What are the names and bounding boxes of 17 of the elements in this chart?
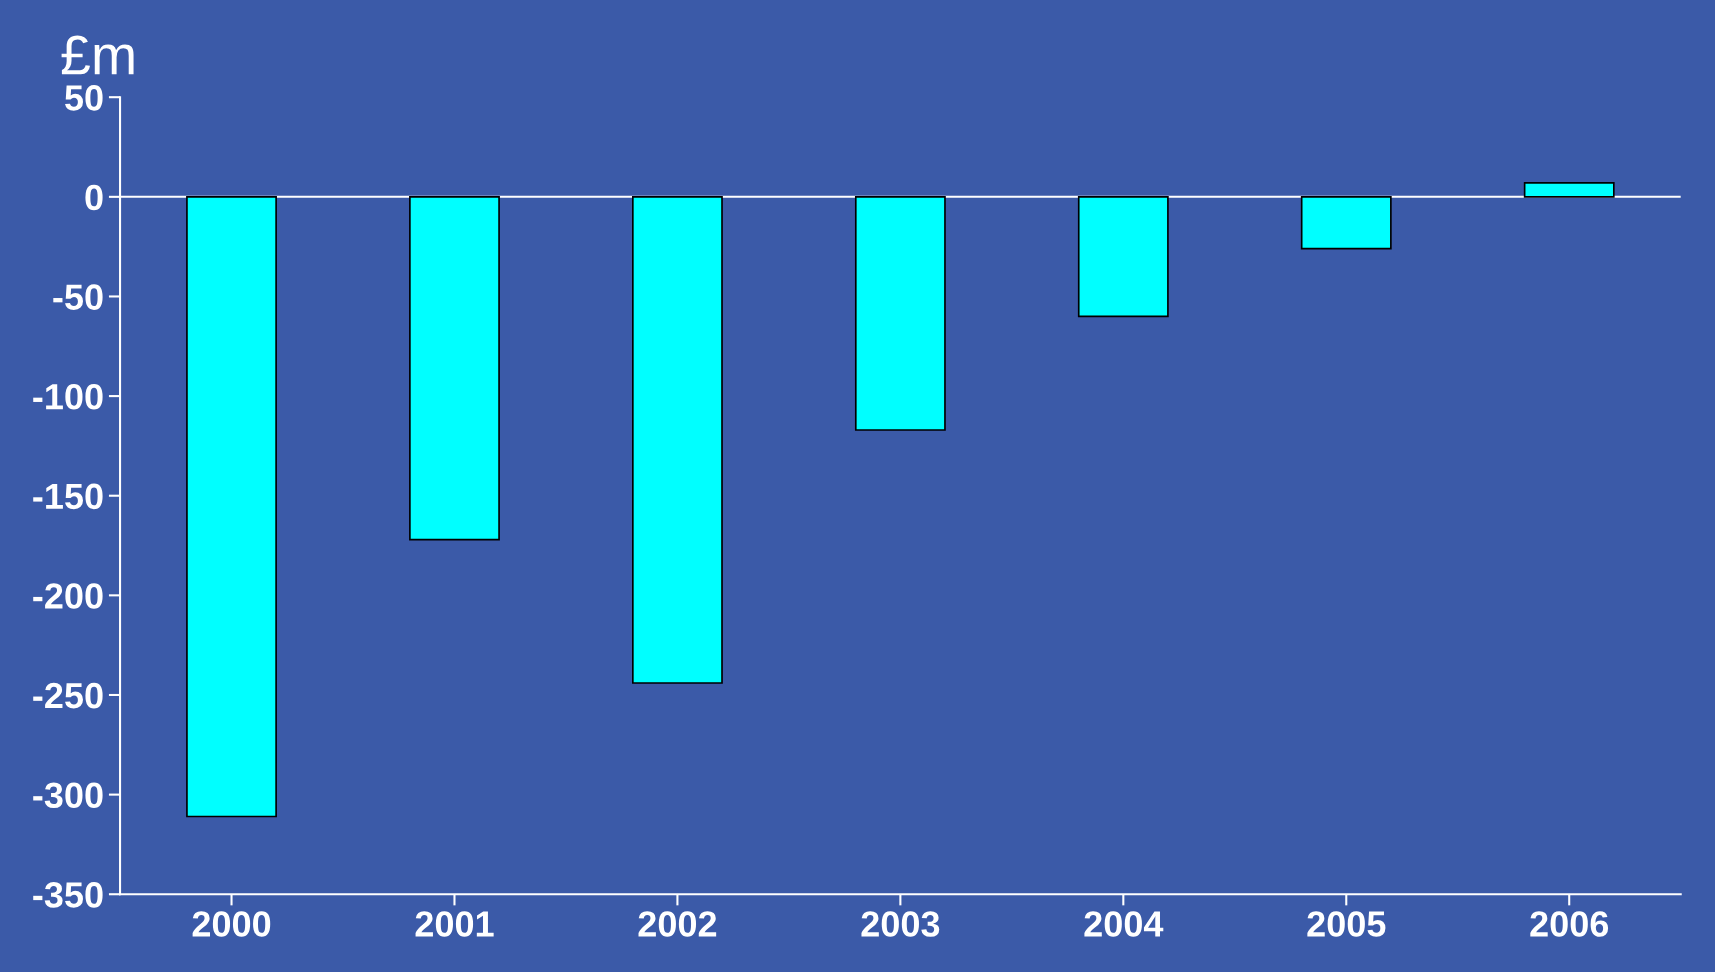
y-tick-label: -250: [33, 682, 103, 709]
x-tick-label: 2001: [415, 911, 494, 937]
x-tick-label: 2002: [638, 911, 717, 937]
y-tick-label: -350: [33, 882, 103, 908]
x-tick-label: 2004: [1084, 911, 1164, 937]
x-tick-label: 2006: [1530, 911, 1609, 937]
y-tick-label: -150: [33, 483, 103, 510]
y-tick-label: -50: [53, 284, 103, 310]
y-tick-label: -200: [33, 583, 103, 609]
y-tick-label: -300: [33, 782, 103, 809]
y-axis-title: £m: [61, 35, 134, 75]
y-tick-label: -100: [33, 383, 103, 410]
y-tick-label: 0: [85, 184, 103, 211]
x-tick-label: 2003: [861, 911, 940, 937]
y-tick-label: 50: [65, 85, 103, 111]
x-tick-label: 2000: [192, 911, 271, 937]
x-tick-label: 2005: [1307, 911, 1386, 937]
